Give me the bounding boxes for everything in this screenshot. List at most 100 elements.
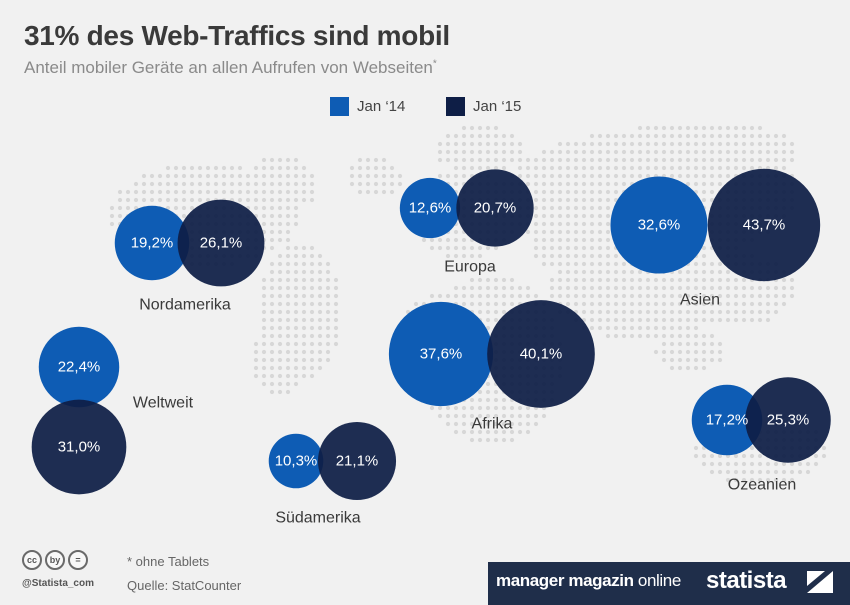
map-dot (293, 173, 299, 179)
map-dot (597, 309, 603, 315)
map-dot (293, 213, 299, 219)
map-dot (445, 133, 451, 139)
map-dot (333, 309, 339, 315)
map-dot (693, 157, 699, 163)
map-dot (677, 365, 683, 371)
map-dot (573, 245, 579, 251)
map-dot (269, 373, 275, 379)
map-dot (605, 309, 611, 315)
map-dot (245, 197, 251, 203)
map-dot (589, 245, 595, 251)
map-dot (509, 405, 515, 411)
map-dot (677, 149, 683, 155)
map-dot (589, 237, 595, 243)
map-dot (709, 333, 715, 339)
map-dot (469, 165, 475, 171)
map-dot (541, 173, 547, 179)
map-dot (301, 349, 307, 355)
map-dot (709, 189, 715, 195)
map-dot (541, 237, 547, 243)
map-dot (693, 453, 699, 459)
map-dot (733, 293, 739, 299)
map-dot (573, 221, 579, 227)
map-dot (685, 285, 691, 291)
map-dot (301, 245, 307, 251)
map-dot (557, 221, 563, 227)
map-dot (453, 413, 459, 419)
map-dot (637, 141, 643, 147)
map-dot (565, 181, 571, 187)
map-dot (301, 189, 307, 195)
map-dot (637, 293, 643, 299)
map-dot (701, 189, 707, 195)
map-dot (813, 461, 819, 467)
cc-by-icon: by (45, 550, 65, 570)
map-dot (357, 173, 363, 179)
map-dot (765, 157, 771, 163)
map-dot (725, 269, 731, 275)
map-dot (333, 325, 339, 331)
map-dot (573, 165, 579, 171)
map-dot (725, 469, 731, 475)
map-dot (301, 293, 307, 299)
map-dot (533, 413, 539, 419)
map-dot (557, 157, 563, 163)
map-dot (653, 149, 659, 155)
map-dot (781, 165, 787, 171)
brand-a-bold: manager magazin (496, 571, 634, 590)
map-dot (269, 389, 275, 395)
map-dot (789, 469, 795, 475)
legend-label-jan14: Jan ‘14 (357, 98, 406, 115)
map-dot (309, 189, 315, 195)
map-dot (645, 157, 651, 163)
map-dot (573, 189, 579, 195)
map-dot (709, 349, 715, 355)
bubble-nordamerika-jan15 (177, 199, 265, 287)
map-dot (469, 133, 475, 139)
map-dot (293, 325, 299, 331)
map-dot (621, 277, 627, 283)
map-dot (117, 213, 123, 219)
map-dot (461, 421, 467, 427)
value-label-afrika-jan15: 40,1% (520, 346, 563, 363)
map-dot (749, 317, 755, 323)
map-dot (629, 141, 635, 147)
map-dot (461, 173, 467, 179)
map-dot (445, 157, 451, 163)
map-dot (493, 277, 499, 283)
map-dot (317, 325, 323, 331)
map-dot (685, 157, 691, 163)
map-dot (469, 429, 475, 435)
map-dot (117, 205, 123, 211)
map-dot (589, 133, 595, 139)
map-dot (661, 157, 667, 163)
bubble-nordamerika-jan14 (114, 205, 190, 281)
map-dot (509, 149, 515, 155)
map-dot (381, 157, 387, 163)
map-dot (285, 253, 291, 259)
map-dot (637, 149, 643, 155)
map-dot (525, 165, 531, 171)
map-dot (733, 149, 739, 155)
map-dot (725, 157, 731, 163)
map-dot (173, 205, 179, 211)
map-dot (581, 277, 587, 283)
map-dot (621, 165, 627, 171)
bubble-weltweit-jan14 (38, 326, 120, 408)
map-dot (693, 181, 699, 187)
map-dot (517, 293, 523, 299)
map-dot (589, 309, 595, 315)
map-dot (237, 173, 243, 179)
map-dot (629, 277, 635, 283)
map-dot (565, 173, 571, 179)
map-dot (437, 293, 443, 299)
map-dot (525, 173, 531, 179)
map-dot (741, 461, 747, 467)
map-dot (277, 357, 283, 363)
map-dot (573, 181, 579, 187)
map-dot (589, 165, 595, 171)
map-dot (549, 173, 555, 179)
map-dot (597, 157, 603, 163)
map-dot (669, 125, 675, 131)
map-dot (741, 469, 747, 475)
